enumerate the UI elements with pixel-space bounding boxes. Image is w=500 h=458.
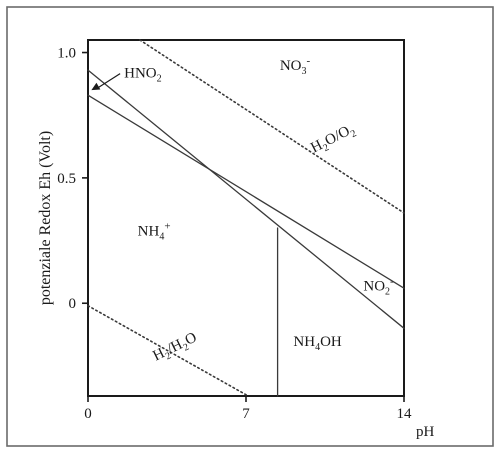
label-no2-: NO2- xyxy=(363,276,394,298)
series-line-h2o-o2 xyxy=(139,39,405,214)
label-nh4oh: NH4OH xyxy=(293,334,342,353)
label-no3--part: NO xyxy=(280,58,302,74)
label-no2--part: - xyxy=(390,276,394,288)
y-tick-label: 0.5 xyxy=(57,171,76,187)
series-line-h2-h2o xyxy=(87,304,250,397)
x-tick-label: 0 xyxy=(84,406,92,422)
label-nh4oh-part: OH xyxy=(320,334,342,350)
x-axis-label: pH xyxy=(416,424,435,440)
label-h2o-o2-part: 2 xyxy=(349,128,358,140)
label-nh4oh-part: 4 xyxy=(315,342,320,353)
label-h2-h2o-part: 2 xyxy=(182,342,191,354)
label-h2o-o2: H2O/O2 xyxy=(308,121,358,159)
x-tick-label: 14 xyxy=(397,406,413,422)
outer-frame xyxy=(6,6,494,447)
label-no3--part: - xyxy=(307,55,311,67)
label-no3--part: 3 xyxy=(302,66,307,77)
label-h2-h2o-part: 2 xyxy=(164,350,173,362)
hno2-arrow-head xyxy=(91,82,101,91)
y-axis-label: potenziale Redox Eh (Volt) xyxy=(37,131,54,305)
label-hno2-part: 2 xyxy=(157,74,162,85)
label-no2--part: 2 xyxy=(385,287,390,298)
label-nh4--part: + xyxy=(164,221,170,233)
label-h2o-o2-part: 2 xyxy=(322,142,331,154)
label-nh4--part: NH xyxy=(138,224,160,240)
boundary-line-3 xyxy=(87,94,405,289)
boundary-line-2 xyxy=(87,69,405,329)
label-hno2-part: HNO xyxy=(124,66,157,82)
label-no2--part: NO xyxy=(363,279,385,295)
label-nh4--part: 4 xyxy=(159,232,164,243)
y-tick-label: 1.0 xyxy=(57,46,76,62)
hno2-arrow-line xyxy=(97,73,121,89)
label-h2-h2o-part: /H xyxy=(165,337,186,358)
label-no3-: NO3- xyxy=(280,55,311,77)
label-h2-h2o: H2/H2O xyxy=(150,330,200,368)
label-nh4-: NH4+ xyxy=(138,221,171,243)
label-nh4oh-part: NH xyxy=(293,334,315,350)
y-tick-label: 0 xyxy=(69,296,77,312)
label-h2o-o2-part: O/O xyxy=(322,123,352,149)
label-hno2: HNO2 xyxy=(124,66,162,85)
plot-area xyxy=(87,39,405,397)
x-tick-label: 7 xyxy=(242,406,250,422)
